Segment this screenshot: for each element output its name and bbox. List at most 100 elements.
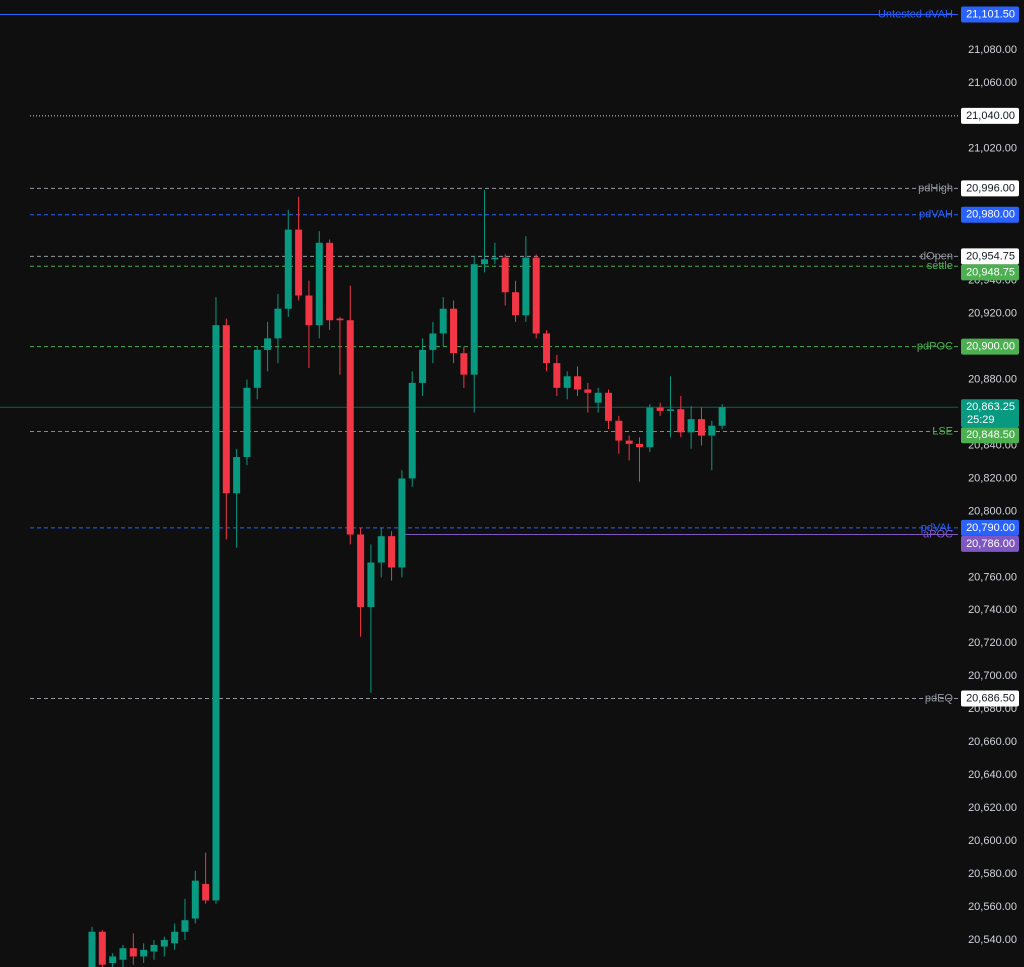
y-tick-label: 20,880.00	[968, 373, 1017, 385]
candle-body	[677, 409, 685, 433]
candle-body	[295, 229, 303, 296]
candle-body	[470, 264, 478, 375]
candle-body	[439, 308, 447, 334]
price-box	[961, 206, 1019, 223]
candle-body	[264, 338, 272, 350]
price-box	[961, 180, 1019, 197]
candle-body	[274, 308, 282, 339]
candle-body	[419, 349, 427, 383]
level-label: pdEQ	[925, 692, 954, 704]
candle-body	[98, 931, 106, 965]
candle-body	[605, 392, 612, 421]
candle-body	[522, 257, 530, 316]
y-tick-label: 21,080.00	[968, 44, 1017, 56]
candle-body	[594, 392, 602, 403]
candle-body	[460, 353, 468, 375]
candle-body	[708, 425, 716, 436]
candle-body	[388, 536, 396, 568]
price-box	[961, 248, 1019, 265]
y-tick-label: 20,600.00	[968, 835, 1017, 847]
price-box-label: 20,848.50	[966, 429, 1015, 441]
y-tick-label: 20,660.00	[968, 736, 1017, 748]
price-box-label: 21,040.00	[966, 110, 1015, 122]
candle-body	[481, 259, 489, 265]
candle-body	[243, 387, 251, 458]
level-label: pdPOC	[917, 341, 953, 353]
candle-body	[140, 949, 148, 957]
candle-body	[284, 229, 292, 309]
y-tick-label: 20,800.00	[968, 505, 1017, 517]
price-box	[961, 427, 1019, 444]
level-label: Untested dVAH	[878, 8, 953, 20]
candle-body	[109, 956, 117, 964]
level-label: settle	[927, 260, 953, 272]
price-box	[961, 690, 1019, 707]
candle-body	[646, 407, 654, 448]
y-tick-label: 21,060.00	[968, 77, 1017, 89]
y-tick-label: 20,640.00	[968, 769, 1017, 781]
y-tick-label: 20,560.00	[968, 901, 1017, 913]
candle-body	[171, 931, 179, 944]
candle-body	[212, 325, 220, 901]
price-box-label: 20,863.25	[966, 401, 1015, 413]
y-tick-label: 20,920.00	[968, 308, 1017, 320]
price-box-label: 20,996.00	[966, 182, 1015, 194]
candle-body	[233, 457, 241, 494]
y-tick-label: 20,720.00	[968, 637, 1017, 649]
candle-body	[326, 242, 334, 321]
price-boxes: 21,101.50 21,040.00 20,996.00 20,980.00 20,9…	[961, 6, 1019, 707]
candle-body	[305, 295, 313, 326]
candle-body	[687, 419, 695, 433]
candle-body	[584, 389, 592, 393]
candle-body	[202, 883, 210, 901]
level-label: pdVAL	[921, 522, 953, 534]
price-box-label: 20,786.00	[966, 538, 1015, 550]
price-box	[961, 264, 1019, 281]
candle-body	[408, 382, 416, 479]
candle-body	[367, 562, 375, 608]
candle-body	[501, 257, 509, 293]
countdown: 25:29	[967, 414, 995, 426]
y-tick-label: 20,740.00	[968, 604, 1017, 616]
candle-body	[532, 257, 540, 334]
price-box	[961, 107, 1019, 124]
candle-body	[336, 318, 344, 321]
price-box	[961, 519, 1019, 536]
candle-body	[574, 376, 582, 390]
candles	[88, 190, 726, 967]
level-label: dOpen	[920, 250, 953, 262]
y-tick-label: 20,620.00	[968, 802, 1017, 814]
candle-body	[718, 407, 726, 426]
candle-body	[491, 257, 499, 260]
y-tick-label: 20,700.00	[968, 670, 1017, 682]
price-box-label: 20,686.50	[966, 692, 1015, 704]
candle-body	[253, 349, 261, 388]
y-tick-label: 20,540.00	[968, 934, 1017, 946]
y-tick-label: 21,020.00	[968, 143, 1017, 155]
candle-body	[129, 948, 137, 957]
price-box	[961, 535, 1019, 552]
candle-body	[635, 443, 643, 448]
candle-body	[119, 948, 127, 960]
level-label: LSE	[932, 425, 953, 437]
candle-body	[398, 478, 406, 568]
candle-body	[357, 534, 365, 608]
candle-body	[150, 944, 158, 952]
candle-body	[450, 308, 458, 354]
candle-body	[512, 292, 520, 316]
price-axis: 21,080.0021,060.0021,020.0020,940.0020,9…	[968, 44, 1017, 946]
price-box-label: 21,101.50	[966, 8, 1015, 20]
price-box-label: 20,900.00	[966, 341, 1015, 353]
y-tick-label: 20,760.00	[968, 571, 1017, 583]
candle-body	[346, 320, 354, 535]
candle-body	[315, 242, 323, 326]
candle-body	[543, 333, 551, 364]
candle-body	[88, 931, 96, 967]
candle-body	[563, 376, 571, 388]
candle-body	[697, 419, 705, 436]
candle-body	[222, 325, 230, 494]
level-label: pdHigh	[918, 182, 953, 194]
